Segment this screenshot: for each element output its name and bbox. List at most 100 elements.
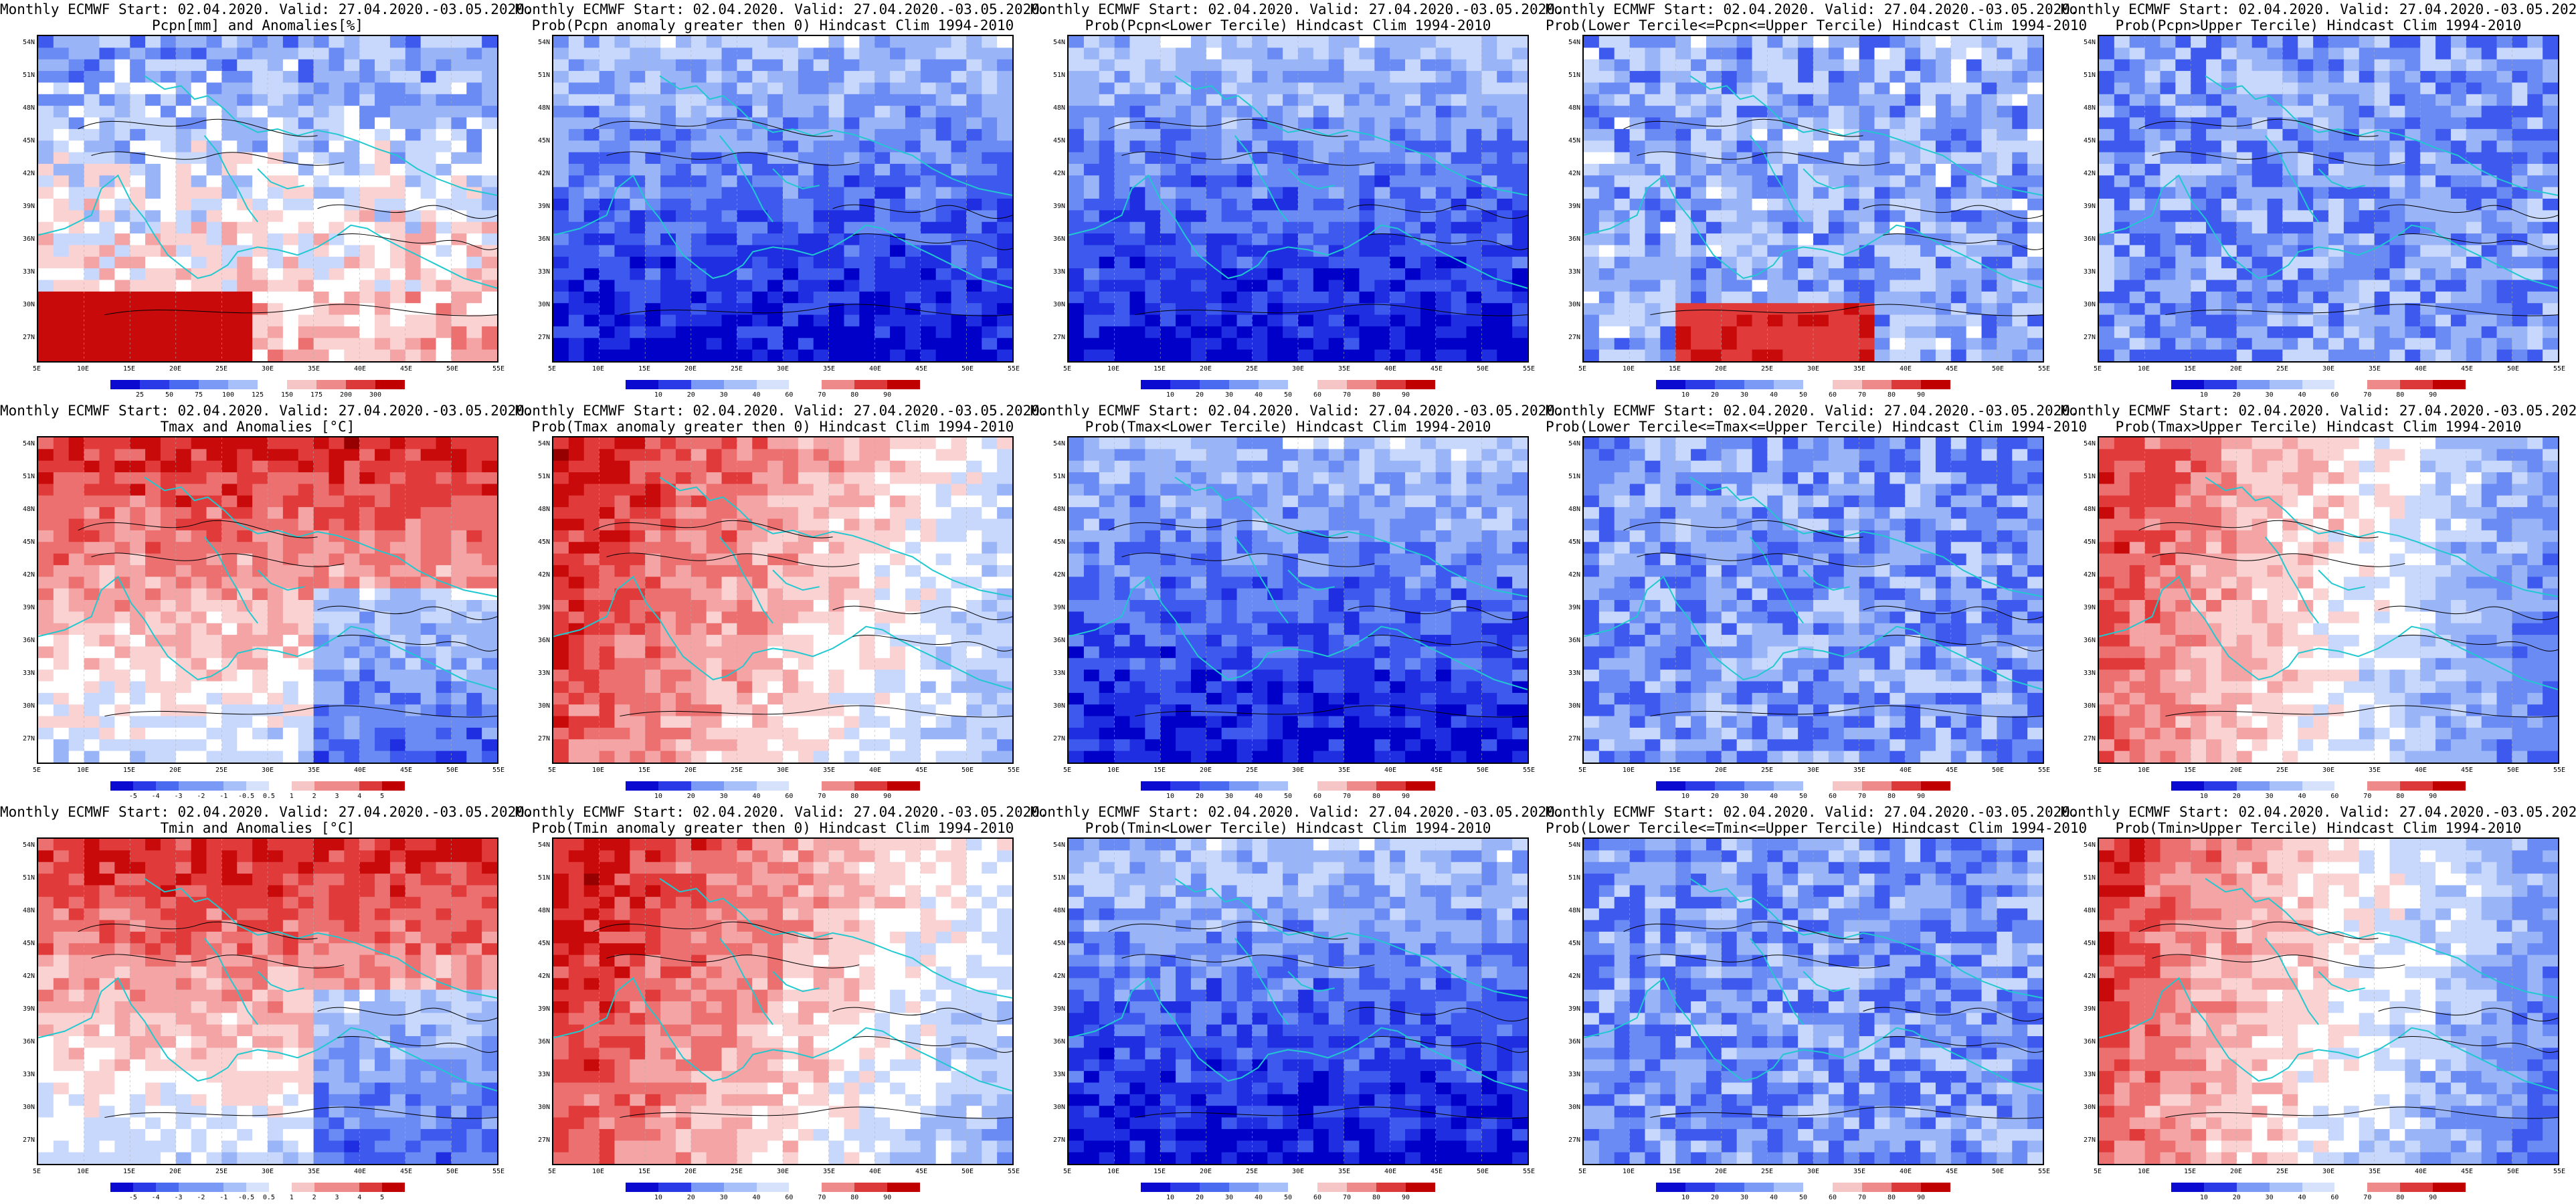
colorbar-tick-label: 70 [2363,391,2372,399]
lat-tick-label: 27N [2083,334,2096,341]
map-panel: Monthly ECMWF Start: 02.04.2020. Valid: … [1030,0,1564,401]
lon-tick-label: 40E [1384,767,1397,774]
panel-title: Monthly ECMWF Start: 02.04.2020. Valid: … [2061,403,2576,435]
colorbar-segment [1317,781,1347,791]
lon-tick-label: 45E [1430,767,1443,774]
lon-tick-label: 10E [2137,365,2150,373]
colorbar-segment [626,380,658,389]
lon-tick-label: 25E [1245,1168,1259,1175]
colorbar-tick-label: 60 [2330,1194,2339,1201]
lon-tick-label: 55E [1522,767,1536,774]
colorbar-segment [201,1183,224,1192]
lat-tick-label: 36N [1568,637,1580,644]
lat-tick-label: 27N [1568,1136,1580,1144]
colorbar-tick-label: 10 [2199,391,2208,399]
colorbar-tick-label: 40 [1254,793,1263,800]
lon-tick-label: 5E [2093,365,2102,373]
lat-tick-label: 42N [1568,170,1580,177]
panel-title: Monthly ECMWF Start: 02.04.2020. Valid: … [0,1,533,33]
colorbar-segment [1774,1183,1803,1192]
lat-tick-label: 33N [22,670,35,677]
colorbar-tick-label: 80 [1372,1194,1381,1201]
lon-tick-label: 15E [1153,767,1166,774]
lat-tick-label: 39N [1568,203,1580,210]
colorbar-tick-label: 30 [2265,391,2274,399]
colorbar-segment [2334,380,2368,389]
lat-tick-label: 27N [22,1136,35,1144]
map-plot [1582,837,2044,1165]
colorbar-segment [2171,380,2204,389]
colorbar-segment [691,781,724,791]
colorbar-tick-label: -5 [128,1194,137,1201]
lat-tick-label: 30N [1568,301,1580,308]
lat-tick-label: 42N [2083,973,2096,980]
lon-tick-label: 5E [2093,1168,2102,1175]
lat-tick-label: 30N [2083,1104,2096,1111]
lon-tick-label: 25E [2276,767,2289,774]
colorbar-segment [756,781,790,791]
lon-tick-label: 50E [1476,767,1489,774]
lat-tick-label: 54N [1568,39,1580,46]
colorbar-segment [1892,781,1921,791]
lon-tick-label: 20E [1714,365,1728,373]
lon-tick-label: 10E [2137,1168,2150,1175]
map-panel: Monthly ECMWF Start: 02.04.2020. Valid: … [0,0,533,401]
colorbar [1141,380,1435,389]
colorbar-segment [1744,1183,1774,1192]
lon-tick-label: 35E [822,365,836,373]
lon-tick-label: 15E [1153,1168,1166,1175]
panel-title: Monthly ECMWF Start: 02.04.2020. Valid: … [1030,1,1564,33]
lat-tick-label: 27N [537,1136,550,1144]
lon-tick-label: 20E [169,1168,182,1175]
lat-tick-label: 27N [1052,334,1065,341]
lat-tick-label: 45N [1568,940,1580,947]
lon-tick-label: 45E [399,767,413,774]
lat-tick-label: 45N [537,137,550,144]
colorbar-segment [1141,1183,1170,1192]
map-panel: Monthly ECMWF Start: 02.04.2020. Valid: … [1030,401,1564,803]
colorbar-segment [2400,1183,2433,1192]
lon-tick-label: 30E [261,1168,274,1175]
lat-tick-label: 51N [1052,473,1065,480]
colorbar-tick-label: 40 [1769,1194,1778,1201]
lat-tick-label: 27N [537,735,550,742]
colorbar-segment [2171,781,2204,791]
lat-tick-label: 36N [1568,235,1580,243]
colorbar-segment [2302,781,2335,791]
colorbar-tick-label: -1 [219,793,228,800]
lat-tick-label: 36N [22,235,35,243]
colorbar-segment [854,1183,888,1192]
lat-tick-label: 48N [2083,907,2096,914]
colorbar-segment [291,781,314,791]
lat-tick-label: 54N [22,440,35,447]
colorbar-segment [658,1183,691,1192]
lon-tick-label: 20E [2229,365,2243,373]
lon-tick-label: 55E [2037,767,2051,774]
colorbar-segment [2171,1183,2204,1192]
lon-tick-label: 30E [2322,1168,2335,1175]
colorbar-segment [228,380,258,389]
colorbar-segment [359,1183,383,1192]
lat-tick-label: 48N [1568,506,1580,513]
colorbar-segment [1200,781,1229,791]
panel-title-line1: Monthly ECMWF Start: 02.04.2020. Valid: … [0,804,533,820]
lon-tick-label: 10E [2137,767,2150,774]
lat-tick-label: 36N [2083,235,2096,243]
colorbar-segment [132,781,156,791]
lat-tick-label: 42N [1052,973,1065,980]
lon-tick-label: 30E [776,1168,790,1175]
colorbar-tick-label: 80 [2396,1194,2405,1201]
lat-tick-label: 39N [2083,203,2096,210]
colorbar-tick-label: -3 [174,793,183,800]
panel-title-line2: Prob(Tmax<Lower Tercile) Hindcast Clim 1… [1085,419,1491,435]
colorbar-segment [1288,1183,1317,1192]
map-panel: Monthly ECMWF Start: 02.04.2020. Valid: … [2061,0,2576,401]
colorbar-segment [2302,1183,2335,1192]
colorbar-segment [314,781,337,791]
lon-tick-label: 25E [215,1168,228,1175]
colorbar-segment [1921,781,1950,791]
lon-tick-label: 15E [638,767,651,774]
lon-tick-label: 15E [122,1168,136,1175]
lat-tick-label: 42N [537,170,550,177]
colorbar-segment [723,380,757,389]
